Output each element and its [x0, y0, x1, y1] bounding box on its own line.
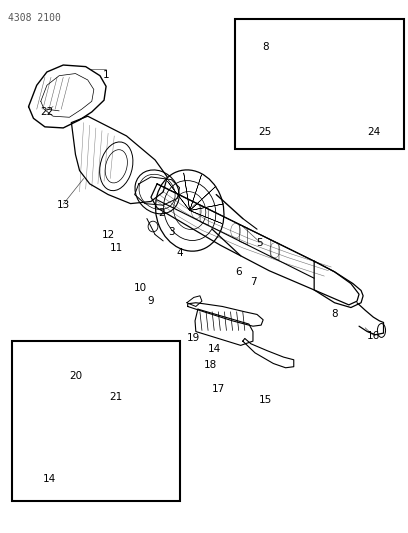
Text: 24: 24 — [367, 127, 380, 138]
Bar — [235, 19, 404, 149]
Text: 10: 10 — [134, 283, 147, 293]
Bar — [12, 341, 180, 501]
Text: 4: 4 — [176, 248, 183, 258]
Text: 15: 15 — [259, 395, 272, 405]
Text: 17: 17 — [212, 384, 225, 394]
Text: 22: 22 — [40, 107, 53, 117]
Text: 21: 21 — [109, 392, 122, 402]
Text: 9: 9 — [148, 296, 154, 306]
Text: 19: 19 — [187, 334, 200, 343]
Text: 11: 11 — [110, 243, 123, 253]
Text: 14: 14 — [42, 474, 55, 483]
Text: 6: 6 — [235, 267, 242, 277]
Text: 8: 8 — [262, 43, 268, 52]
Text: 18: 18 — [204, 360, 217, 370]
Text: 3: 3 — [168, 227, 175, 237]
Text: 5: 5 — [256, 238, 262, 247]
Text: 1: 1 — [103, 70, 109, 79]
Text: 4308 2100: 4308 2100 — [8, 13, 61, 23]
Text: 20: 20 — [69, 372, 82, 381]
Text: 12: 12 — [102, 230, 115, 239]
Text: 14: 14 — [208, 344, 221, 354]
Text: 13: 13 — [57, 200, 70, 210]
Text: 2: 2 — [158, 208, 164, 218]
Text: 7: 7 — [250, 278, 256, 287]
Text: 25: 25 — [258, 127, 272, 138]
Text: 8: 8 — [331, 310, 338, 319]
Text: 16: 16 — [367, 331, 380, 341]
